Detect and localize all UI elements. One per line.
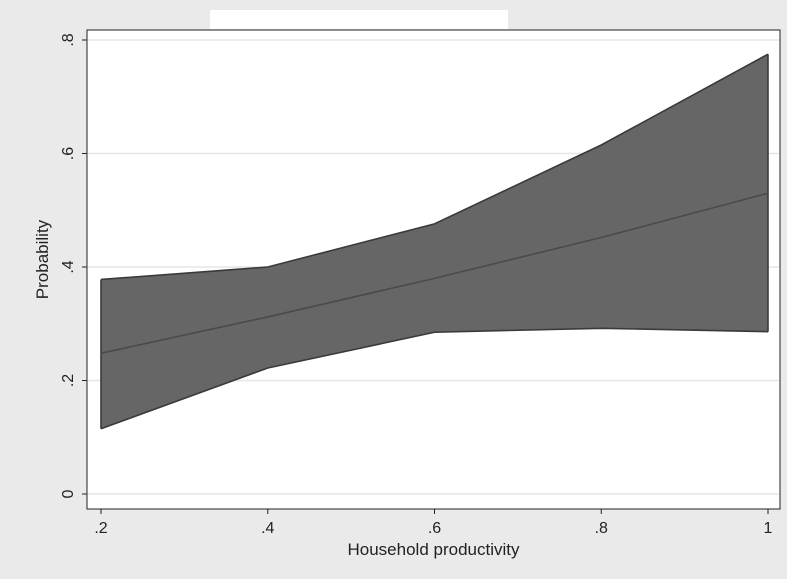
x-axis: .2 .4 .6 .8 1 bbox=[94, 509, 773, 537]
x-tick-label-1: .4 bbox=[261, 520, 274, 537]
x-tick-label-0: .2 bbox=[94, 520, 107, 537]
confidence-band bbox=[101, 54, 768, 429]
confidence-band-upper-edge bbox=[100, 53, 769, 281]
y-tick-label-1: .2 bbox=[60, 374, 77, 387]
y-tick-label-2: .4 bbox=[60, 260, 77, 273]
y-tick-label-0: 0 bbox=[60, 489, 77, 498]
y-tick-label-3: .6 bbox=[60, 147, 77, 160]
y-axis: 0 .2 .4 .6 .8 bbox=[60, 33, 87, 498]
y-tick-label-4: .8 bbox=[60, 33, 77, 46]
confidence-band-lower-edge bbox=[100, 327, 769, 430]
x-tick-label-4: 1 bbox=[764, 520, 773, 537]
predicted-probability-line bbox=[100, 192, 769, 355]
x-tick-label-2: .6 bbox=[428, 520, 441, 537]
x-axis-label: Household productivity bbox=[348, 540, 520, 559]
top-white-strip bbox=[210, 10, 508, 29]
x-tick-label-3: .8 bbox=[595, 520, 608, 537]
y-axis-label: Probability bbox=[33, 219, 52, 299]
